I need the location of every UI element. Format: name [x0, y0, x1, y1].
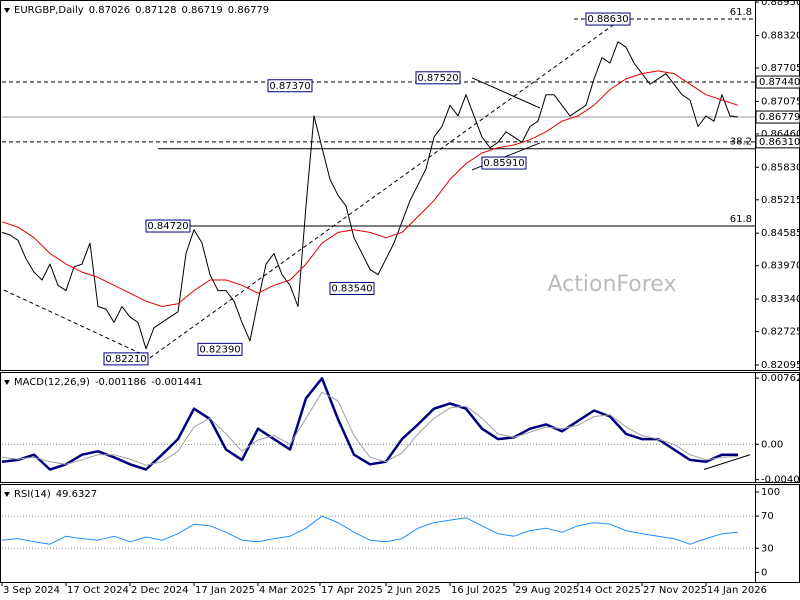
panel-reading: 49.6327: [56, 489, 97, 500]
x-tick-label: 17 Oct 2024: [67, 585, 129, 596]
panel-reading: 0.86779: [228, 5, 269, 16]
annotation-label: 0.82390: [199, 344, 240, 355]
y-tick-label: -0.004073: [761, 475, 800, 486]
y-tick-label: 0.86460: [761, 129, 800, 140]
x-tick-label: 17 Apr 2025: [321, 585, 383, 596]
y-tick-label: 0.88950: [761, 0, 800, 8]
y-tick-label: 0.87705: [761, 63, 800, 74]
y-tick-label: 0.007623: [761, 373, 800, 384]
price-marker-label: 0.86310: [759, 137, 800, 148]
annotation-box: [481, 156, 527, 170]
y-tick-label: 0.83970: [761, 261, 800, 272]
x-tick-label: 2 Dec 2024: [131, 585, 189, 596]
annotation-box: [585, 12, 631, 26]
annotation-label: 0.85910: [483, 158, 524, 169]
trendline: [3, 289, 151, 359]
panel-title: RSI(14): [14, 489, 51, 500]
watermark: ActionForex: [548, 272, 677, 297]
header-icon: [4, 492, 10, 497]
series-line: [1, 70, 739, 307]
panel-reading: -0.001186: [95, 377, 146, 388]
y-tick-label: 0.82095: [761, 360, 800, 371]
y-tick-label: 0.88320: [761, 30, 800, 41]
annotation-box: [145, 219, 191, 233]
trendline: [149, 19, 621, 359]
x-tick-label: 14 Oct 2025: [579, 585, 641, 596]
annotation-box: [197, 342, 243, 356]
annotation-label: 0.83540: [331, 283, 372, 294]
series-line: [1, 41, 739, 350]
panel-reading: -0.001441: [151, 377, 202, 388]
x-tick-label: 3 Sep 2024: [3, 585, 60, 596]
price-marker-label: 0.87440: [759, 77, 800, 88]
x-tick-label: 17 Jan 2025: [195, 585, 255, 596]
annotation-label: 0.82210: [105, 354, 146, 365]
annotation-label: 0.88630: [587, 14, 628, 25]
price-marker: [755, 135, 800, 149]
level-label: 61.8: [730, 214, 752, 225]
x-tick-label: 4 Mar 2025: [259, 585, 316, 596]
price-marker: [755, 75, 800, 89]
panel-title: MACD(12,26,9): [14, 377, 90, 388]
panel-header: MACD(12,26,9) -0.001186 -0.001441: [14, 377, 203, 388]
series-line: [1, 377, 738, 471]
level-label: 38.2: [730, 137, 752, 148]
annotation-box: [267, 79, 313, 93]
price-marker: [755, 110, 800, 124]
annotation-box: [103, 352, 149, 366]
panel-reading: 0.87128: [135, 5, 176, 16]
trendline: [703, 454, 751, 470]
annotation-box: [329, 281, 375, 295]
x-tick-label: 2 Jun 2025: [387, 585, 441, 596]
level-label: 61.8: [730, 7, 752, 18]
annotation-label: 0.87520: [417, 73, 458, 84]
y-tick-label: 0: [761, 567, 767, 578]
trendline: [471, 77, 541, 109]
annotation-box: [415, 71, 461, 85]
x-tick-label: 27 Nov 2025: [643, 585, 707, 596]
panel-header: RSI(14) 49.6327: [14, 489, 97, 500]
panel-reading: 0.86719: [181, 5, 222, 16]
x-tick-label: 29 Aug 2025: [515, 585, 579, 596]
y-tick-label: 0.85830: [761, 162, 800, 173]
y-tick-label: 70: [761, 511, 774, 522]
panel-reading: 0.87026: [89, 5, 130, 16]
y-tick-label: 0.83340: [761, 294, 800, 305]
panel-header: EURGBP,Daily 0.87026 0.87128 0.86719 0.86779: [14, 5, 269, 16]
header-icon: [4, 380, 10, 385]
annotation-label: 0.84720: [147, 221, 188, 232]
series-line: [1, 515, 739, 545]
x-tick-label: 16 Jul 2025: [451, 585, 508, 596]
x-tick-label: 14 Jan 2026: [707, 585, 767, 596]
price-marker-label: 0.86779: [759, 112, 800, 123]
series-line: [1, 391, 739, 466]
y-tick-label: 0.00: [761, 439, 783, 450]
y-tick-label: 30: [761, 543, 774, 554]
header-icon: [4, 8, 10, 13]
y-tick-label: 0.85215: [761, 195, 800, 206]
annotation-label: 0.87370: [269, 81, 310, 92]
panel-title: EURGBP,Daily: [14, 5, 84, 16]
y-tick-label: 0.87075: [761, 96, 800, 107]
y-tick-label: 0.84585: [761, 228, 800, 239]
y-tick-label: 0.82725: [761, 327, 800, 338]
y-tick-label: 100: [761, 487, 780, 498]
